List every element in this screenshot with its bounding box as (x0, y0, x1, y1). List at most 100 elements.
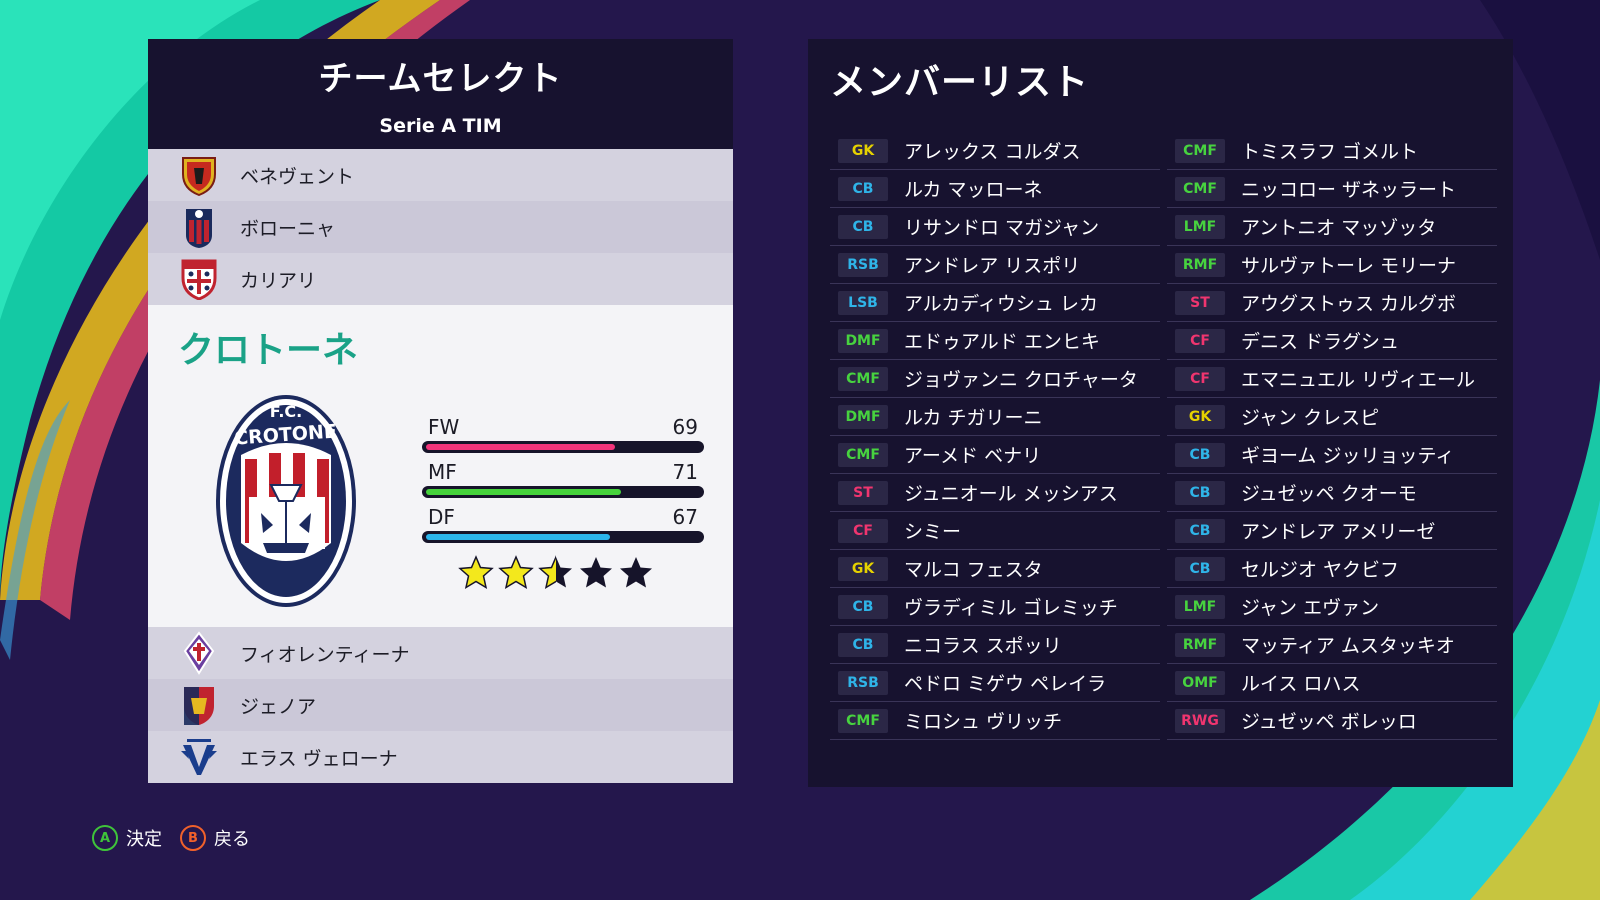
player-name: アントニオ マッゾッタ (1241, 217, 1437, 239)
member-row[interactable]: CF デニス ドラグシュ (1167, 322, 1497, 360)
player-name: マッティア ムスタッキオ (1241, 635, 1455, 657)
player-name: アーメド ベナリ (904, 445, 1042, 467)
position-badge: CB (838, 176, 888, 201)
stat-bar-track (422, 486, 704, 498)
team-row-verona[interactable]: エラス ヴェローナ (148, 731, 733, 783)
position-badge: GK (1175, 404, 1225, 429)
member-row[interactable]: GK アレックス コルダス (830, 132, 1160, 170)
stat-bar-fill (426, 489, 621, 495)
team-name: カリアリ (240, 269, 317, 292)
player-name: サルヴァトーレ モリーナ (1241, 255, 1457, 277)
team-name: エラス ヴェローナ (240, 747, 398, 770)
league-name: Serie A TIM (379, 115, 502, 137)
member-row[interactable]: CB セルジオ ヤクビフ (1167, 550, 1497, 588)
team-select-header: チームセレクト Serie A TIM (148, 39, 733, 149)
member-row[interactable]: CMF アーメド ベナリ (830, 436, 1160, 474)
selected-team-name: クロトーネ (178, 330, 359, 371)
member-row[interactable]: CB ギヨーム ジッリョッティ (1167, 436, 1497, 474)
member-row[interactable]: LMF アントニオ マッゾッタ (1167, 208, 1497, 246)
player-name: アルカディウシュ レカ (904, 293, 1098, 315)
position-badge: GK (838, 138, 888, 163)
bologna-crest-icon (178, 206, 220, 248)
position-badge: RSB (838, 252, 888, 277)
member-row[interactable]: CB ヴラディミル ゴレミッチ (830, 588, 1160, 626)
member-row[interactable]: CB ニコラス スポッリ (830, 626, 1160, 664)
position-badge: LMF (1175, 214, 1225, 239)
member-row[interactable]: DMF ルカ チガリーニ (830, 398, 1160, 436)
player-name: ミロシュ ヴリッチ (904, 711, 1063, 733)
star-icon (458, 555, 494, 590)
member-row[interactable]: ST ジュニオール メッシアス (830, 474, 1160, 512)
position-badge: DMF (838, 328, 888, 353)
team-select-panel: チームセレクト Serie A TIM ベネヴェント ボローニャ カリアリ クロ… (148, 39, 733, 787)
member-row[interactable]: RMF サルヴァトーレ モリーナ (1167, 246, 1497, 284)
player-name: マルコ フェスタ (904, 559, 1043, 581)
member-row[interactable]: ST アウグストゥス カルグボ (1167, 284, 1497, 322)
position-badge: CMF (838, 442, 888, 467)
member-row[interactable]: CMF ミロシュ ヴリッチ (830, 702, 1160, 740)
genoa-crest-icon (178, 684, 220, 726)
stat-value: 67 (672, 505, 698, 529)
member-row[interactable]: RSB アンドレア リスポリ (830, 246, 1160, 284)
crotone-crest-icon: F.C. CROTONE (213, 393, 359, 613)
player-name: シミー (904, 521, 962, 543)
fiorentina-crest-icon (178, 631, 220, 675)
member-row[interactable]: RMF マッティア ムスタッキオ (1167, 626, 1497, 664)
team-row-fiorentina[interactable]: フィオレンティーナ (148, 627, 733, 679)
position-badge: DMF (838, 404, 888, 429)
member-row[interactable]: GK ジャン クレスピ (1167, 398, 1497, 436)
position-badge: RMF (1175, 632, 1225, 657)
member-row[interactable]: CB アンドレア アメリーゼ (1167, 512, 1497, 550)
member-row[interactable]: CMF ジョヴァンニ クロチャータ (830, 360, 1160, 398)
member-row[interactable]: CMF トミスラフ ゴメルト (1167, 132, 1497, 170)
b-button-icon[interactable]: B (180, 825, 206, 851)
position-badge: LSB (838, 290, 888, 315)
member-row[interactable]: RWG ジュゼッペ ボレッロ (1167, 702, 1497, 740)
member-list-title: メンバーリスト (830, 62, 1090, 103)
player-name: セルジオ ヤクビフ (1241, 559, 1400, 581)
member-row[interactable]: CMF ニッコロー ザネッラート (1167, 170, 1497, 208)
member-row[interactable]: CF エマニュエル リヴィエール (1167, 360, 1497, 398)
player-name: アンドレア リスポリ (904, 255, 1081, 277)
member-row[interactable]: CB ルカ マッローネ (830, 170, 1160, 208)
player-name: ルイス ロハス (1241, 673, 1361, 695)
position-badge: CB (838, 214, 888, 239)
position-badge: CB (1175, 518, 1225, 543)
member-row[interactable]: RSB ペドロ ミゲウ ペレイラ (830, 664, 1160, 702)
member-row[interactable]: LMF ジャン エヴァン (1167, 588, 1497, 626)
member-row[interactable]: LSB アルカディウシュ レカ (830, 284, 1160, 322)
player-name: ジュニオール メッシアス (904, 483, 1118, 505)
member-row[interactable]: CF シミー (830, 512, 1160, 550)
stat-label: MF (428, 460, 457, 484)
team-rating-stars (458, 555, 654, 591)
member-row[interactable]: CB リサンドロ マガジャン (830, 208, 1160, 246)
position-badge: ST (838, 480, 888, 505)
player-name: アレックス コルダス (904, 141, 1081, 163)
position-badge: CF (1175, 328, 1225, 353)
member-row[interactable]: CB ジュゼッペ クオーモ (1167, 474, 1497, 512)
team-row-genoa[interactable]: ジェノア (148, 679, 733, 731)
member-row[interactable]: DMF エドゥアルド エンヒキ (830, 322, 1160, 360)
cagliari-crest-icon (178, 258, 220, 300)
team-name: ボローニャ (240, 217, 336, 240)
benevento-crest-icon (178, 154, 220, 196)
player-name: ジャン クレスピ (1241, 407, 1380, 429)
team-row-benevento[interactable]: ベネヴェント (148, 149, 733, 201)
team-name: フィオレンティーナ (240, 643, 410, 666)
player-name: アンドレア アメリーゼ (1241, 521, 1436, 543)
team-row-cagliari[interactable]: カリアリ (148, 253, 733, 305)
team-name: ジェノア (240, 695, 317, 718)
page-title: チームセレクト (318, 59, 563, 99)
team-row-bologna[interactable]: ボローニャ (148, 201, 733, 253)
selected-team-card[interactable]: クロトーネ F.C. CROTONE FW (148, 305, 733, 627)
member-row[interactable]: GK マルコ フェスタ (830, 550, 1160, 588)
star-icon (538, 555, 572, 590)
position-badge: GK (838, 556, 888, 581)
player-name: ギヨーム ジッリョッティ (1241, 445, 1455, 467)
position-badge: RSB (838, 670, 888, 695)
a-button-icon[interactable]: A (92, 825, 118, 851)
player-name: ヴラディミル ゴレミッチ (904, 597, 1118, 619)
position-badge: LMF (1175, 594, 1225, 619)
stat-bar-track (422, 531, 704, 543)
member-row[interactable]: OMF ルイス ロハス (1167, 664, 1497, 702)
